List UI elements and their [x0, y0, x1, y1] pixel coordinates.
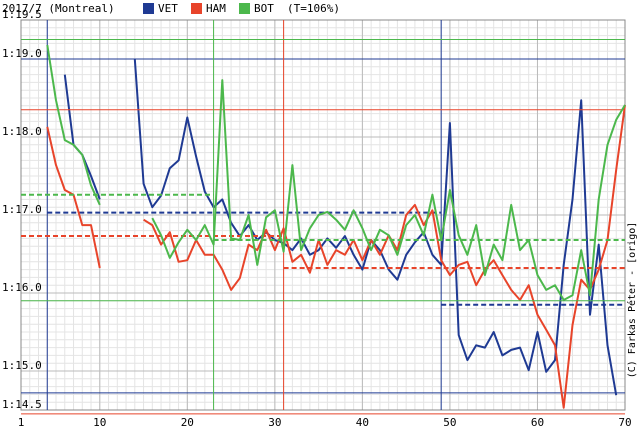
x-tick-label: 10: [93, 416, 106, 429]
series-line: [46, 44, 626, 301]
chart-title: 2017/7 (Montreal): [2, 2, 115, 15]
legend-swatch: [239, 3, 250, 14]
credit: (C) Farkas Péter - [origo]: [626, 222, 638, 379]
plot-frame: [20, 19, 626, 411]
x-tick-label: 50: [443, 416, 456, 429]
legend-label: BOT: [254, 2, 274, 15]
y-tick-label: 1:16.0: [2, 281, 42, 294]
x-tick-label: 30: [268, 416, 281, 429]
x-tick-label: 70: [618, 416, 631, 429]
x-tick-label: 40: [356, 416, 369, 429]
legend-swatch: [143, 3, 154, 14]
x-tick-label: 20: [181, 416, 194, 429]
legend-label: VET: [158, 2, 178, 15]
x-tick-label: 60: [531, 416, 544, 429]
legend-note: (T=106%): [287, 2, 340, 15]
y-tick-label: 1:15.0: [2, 359, 42, 372]
y-tick-label: 1:17.0: [2, 203, 42, 216]
y-tick-label: 1:18.0: [2, 125, 42, 138]
legend-label: HAM: [206, 2, 226, 15]
y-tick-label: 1:14.5: [2, 398, 42, 411]
x-tick-label: 1: [18, 416, 25, 429]
legend-swatch: [191, 3, 202, 14]
y-tick-label: 1:19.5: [2, 8, 42, 21]
y-tick-label: 1:19.0: [2, 47, 42, 60]
